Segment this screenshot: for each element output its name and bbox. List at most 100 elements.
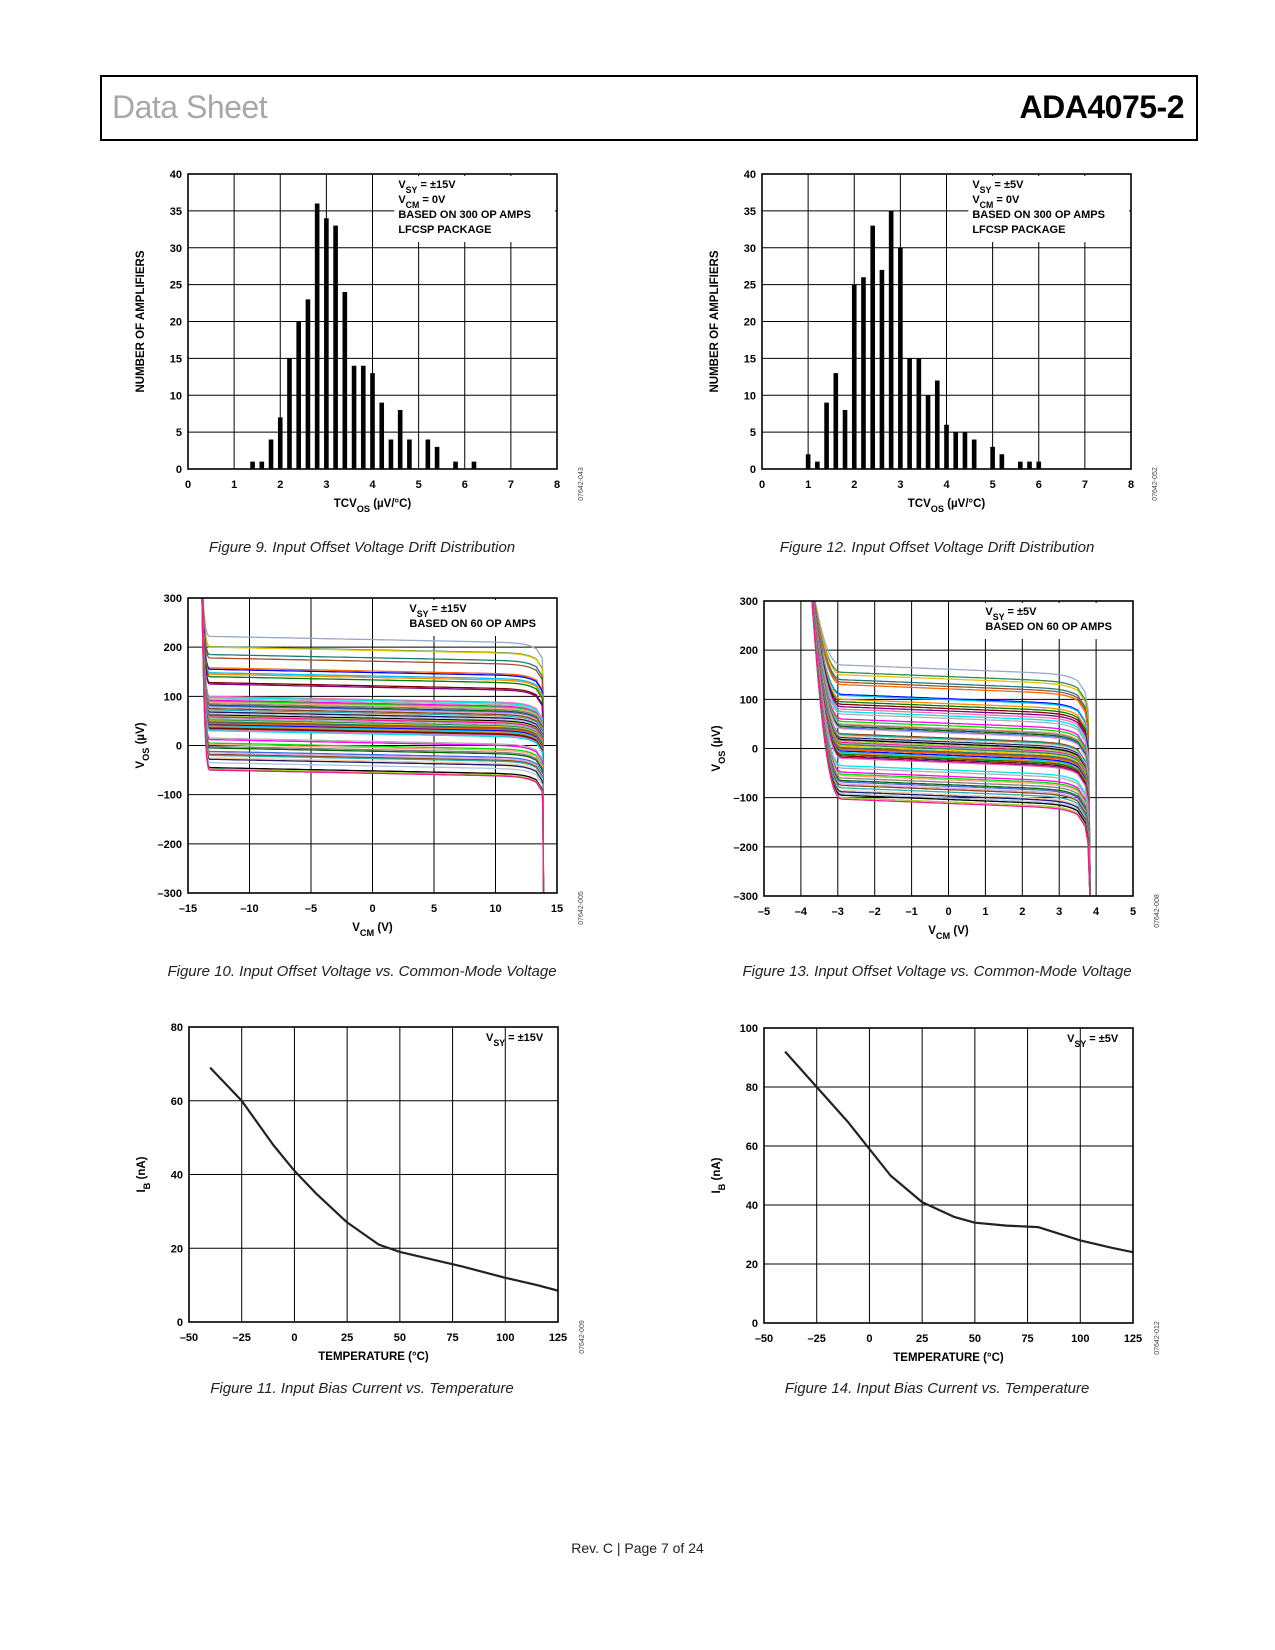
header-section-title: Data Sheet: [112, 89, 268, 125]
offset-voltage-curve: [811, 601, 1091, 896]
annotation-line-subscript: SY: [406, 185, 418, 195]
y-tick-label: –200: [158, 839, 182, 851]
x-axis-label: TEMPERATURE (°C): [893, 1352, 1004, 1364]
x-tick-label: –3: [832, 906, 844, 918]
offset-voltage-curve: [201, 598, 545, 893]
figure-9-chart: VSY = ±15V VCM = 0V BASED ON 300 OP AMPS LF…: [118, 154, 598, 544]
x-tick-label: 2: [851, 479, 857, 491]
x-tick-label: 4: [1093, 906, 1100, 918]
offset-voltage-curve: [201, 598, 545, 893]
x-tick-label: –5: [758, 906, 770, 918]
figure-12-chart: VSY = ±5V VCM = 0V BASED ON 300 OP AMPS LFC…: [692, 154, 1172, 544]
annotation-line-suffix: = 0V: [419, 194, 446, 206]
y-tick-label: 40: [170, 169, 182, 181]
annotation-line: LFCSP PACKAGE: [398, 224, 491, 236]
histogram-bar: [861, 277, 866, 469]
x-axis-label-subscript: CM: [936, 931, 951, 941]
histogram-bar: [259, 461, 265, 469]
y-tick-label: 100: [740, 694, 758, 706]
offset-voltage-curve: [811, 601, 1091, 896]
offset-voltage-curve: [201, 598, 545, 893]
y-tick-label: 40: [744, 169, 756, 181]
annotation-line-subscript: SY: [417, 609, 429, 619]
offset-voltage-curve: [201, 598, 545, 893]
annotation-line-suffix: = ±5V: [991, 179, 1024, 191]
x-tick-label: 1: [805, 479, 811, 491]
offset-voltage-curve: [812, 601, 1091, 896]
annotation-line: VCM = 0V: [398, 194, 446, 210]
histogram-bar: [287, 358, 292, 469]
x-tick-label: 0: [291, 1332, 297, 1344]
annotation-line-main: BASED ON 300 OP AMPS: [972, 209, 1105, 221]
figure-13-caption: Figure 13. Input Offset Voltage vs. Comm…: [742, 963, 1132, 980]
plot-frame: [187, 597, 558, 894]
y-axis-label-subscript: OS: [717, 751, 727, 764]
x-axis-label: TCVOS (µV/°C): [334, 498, 412, 514]
figure-code: 07642-052: [1152, 467, 1159, 501]
offset-voltage-curve: [811, 601, 1091, 896]
histogram-bar: [370, 373, 375, 469]
x-tick-label: 1: [982, 906, 988, 918]
histogram-bar: [250, 461, 255, 469]
offset-voltage-curve: [201, 598, 545, 893]
histogram-bar: [268, 439, 274, 469]
figure-12-caption: Figure 12. Input Offset Voltage Drift Di…: [779, 539, 1095, 556]
x-tick-label: 75: [1021, 1333, 1033, 1345]
offset-voltage-curve: [812, 601, 1091, 896]
x-tick-label: 8: [1128, 479, 1134, 491]
y-tick-label: 100: [740, 1023, 758, 1035]
y-tick-label: 60: [746, 1141, 758, 1153]
x-axis-label-main: TEMPERATURE (°C): [893, 1352, 1004, 1364]
y-tick-label: 5: [176, 427, 182, 439]
offset-voltage-curve: [813, 601, 1091, 896]
offset-voltage-curve: [201, 598, 545, 893]
offset-voltage-curve: [811, 601, 1091, 896]
offset-voltage-curve: [202, 598, 545, 893]
histogram-bar: [898, 247, 903, 469]
x-tick-label: 8: [554, 479, 560, 491]
y-tick-label: 15: [744, 353, 756, 365]
y-axis-label: IB (nA): [711, 1157, 727, 1193]
offset-voltage-curve: [201, 598, 545, 893]
histogram-bar: [360, 365, 366, 469]
histogram-bar: [314, 203, 320, 469]
histogram-bar: [388, 439, 394, 469]
offset-voltage-curve: [812, 601, 1091, 896]
y-axis-label: VOS (µV): [135, 722, 151, 768]
histogram-bar: [944, 424, 949, 469]
plot-marks: [250, 203, 477, 469]
annotation-line-main: LFCSP PACKAGE: [972, 224, 1065, 236]
annotation-line-main: V: [985, 606, 993, 618]
x-tick-label: –50: [755, 1333, 773, 1345]
bias-current-curve: [784, 1050, 1133, 1254]
offset-voltage-curve: [201, 598, 545, 893]
y-tick-label: 25: [170, 280, 182, 292]
y-tick-label: 200: [740, 645, 758, 657]
y-tick-label: –300: [158, 888, 182, 900]
offset-voltage-curve: [812, 601, 1091, 896]
x-tick-label: 0: [945, 906, 951, 918]
offset-voltage-curve: [811, 601, 1091, 896]
offset-voltage-curve: [201, 598, 545, 893]
histogram-bar: [351, 365, 357, 469]
offset-voltage-curve: [811, 601, 1091, 896]
histogram-bar: [397, 410, 403, 469]
offset-voltage-curve: [201, 598, 545, 893]
histogram-bar: [1036, 461, 1042, 469]
y-axis-label-main: I: [136, 1189, 148, 1192]
y-tick-label: 20: [171, 1243, 183, 1255]
x-tick-label: 0: [369, 903, 375, 915]
x-axis-label: TEMPERATURE (°C): [318, 1351, 429, 1363]
annotation-line-suffix: = ±15V: [417, 179, 456, 191]
histogram-bar: [1017, 461, 1023, 469]
offset-voltage-curve: [811, 601, 1091, 896]
offset-voltage-curve: [201, 598, 545, 893]
offset-voltage-curve: [813, 601, 1091, 896]
annotation-line-main: V: [398, 194, 406, 206]
y-tick-label: –100: [158, 790, 182, 802]
offset-voltage-curve: [201, 598, 545, 893]
x-tick-label: 7: [508, 479, 514, 491]
annotation-line-main: V: [409, 603, 417, 615]
offset-voltage-curve: [812, 601, 1091, 896]
